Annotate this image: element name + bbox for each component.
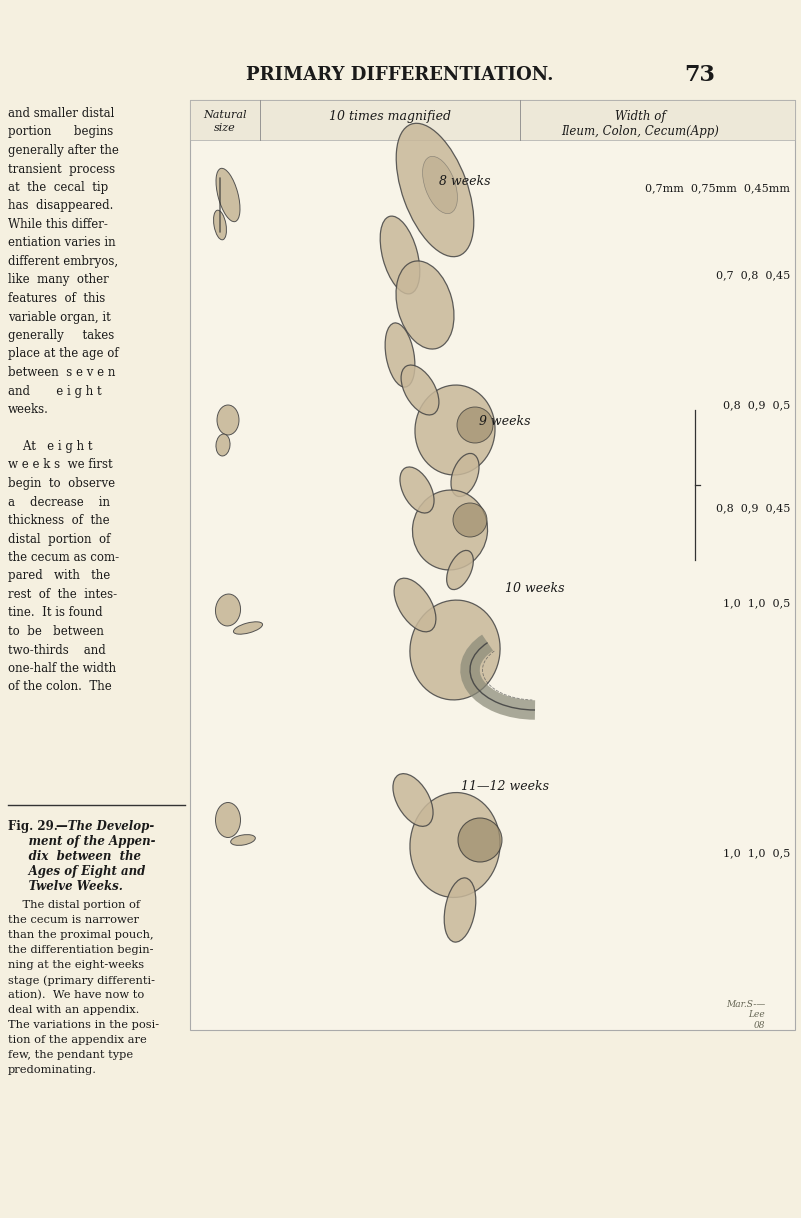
Text: transient  process: transient process — [8, 162, 115, 175]
Text: At   e i g h t: At e i g h t — [8, 440, 92, 453]
Text: like  many  other: like many other — [8, 274, 109, 286]
Text: 0,8  0,9  0,5: 0,8 0,9 0,5 — [723, 400, 790, 410]
Text: generally     takes: generally takes — [8, 329, 115, 342]
Ellipse shape — [393, 773, 433, 826]
Text: Width of
Ileum, Colon, Cecum(App): Width of Ileum, Colon, Cecum(App) — [561, 110, 719, 138]
Ellipse shape — [396, 261, 454, 350]
Text: variable organ, it: variable organ, it — [8, 311, 111, 324]
Text: begin  to  observe: begin to observe — [8, 477, 115, 490]
Text: thickness  of  the: thickness of the — [8, 514, 110, 527]
Ellipse shape — [401, 365, 439, 415]
Ellipse shape — [380, 216, 420, 294]
Text: 8 weeks: 8 weeks — [439, 175, 491, 188]
Ellipse shape — [445, 878, 476, 942]
Ellipse shape — [415, 385, 495, 475]
Text: 0,7  0,8  0,45: 0,7 0,8 0,45 — [716, 270, 790, 280]
Text: few, the pendant type: few, the pendant type — [8, 1050, 133, 1060]
Ellipse shape — [215, 594, 240, 626]
Text: a    decrease    in: a decrease in — [8, 496, 110, 508]
Text: PRIMARY DIFFERENTIATION.: PRIMARY DIFFERENTIATION. — [246, 66, 553, 84]
Text: —The Develop-: —The Develop- — [56, 820, 155, 833]
Text: Fig. 29.: Fig. 29. — [8, 820, 58, 833]
Ellipse shape — [451, 453, 479, 497]
Text: portion      begins: portion begins — [8, 125, 113, 139]
Text: Natural
size: Natural size — [203, 110, 247, 133]
Ellipse shape — [447, 551, 473, 590]
FancyBboxPatch shape — [190, 100, 795, 140]
Circle shape — [457, 407, 493, 443]
Text: to  be   between: to be between — [8, 625, 104, 638]
Text: ment of the Appen-: ment of the Appen- — [8, 836, 155, 848]
Text: Ages of Eight and: Ages of Eight and — [8, 865, 145, 878]
Ellipse shape — [214, 211, 227, 240]
Text: than the proximal pouch,: than the proximal pouch, — [8, 931, 154, 940]
Ellipse shape — [216, 434, 230, 456]
Ellipse shape — [216, 168, 240, 222]
Text: 10 weeks: 10 weeks — [505, 582, 565, 596]
Text: of the colon.  The: of the colon. The — [8, 681, 112, 693]
Text: different embryos,: different embryos, — [8, 255, 118, 268]
Ellipse shape — [394, 579, 436, 632]
Text: 9 weeks: 9 weeks — [479, 415, 531, 428]
Ellipse shape — [385, 323, 415, 387]
Text: two-thirds    and: two-thirds and — [8, 643, 106, 657]
Ellipse shape — [215, 803, 240, 838]
Text: 10 times magnified: 10 times magnified — [329, 110, 451, 123]
Ellipse shape — [410, 793, 500, 898]
Ellipse shape — [400, 466, 434, 513]
Text: ation).  We have now to: ation). We have now to — [8, 990, 144, 1000]
Text: 1,0  1,0  0,5: 1,0 1,0 0,5 — [723, 598, 790, 608]
Text: 1,0  1,0  0,5: 1,0 1,0 0,5 — [723, 848, 790, 857]
Text: at  the  cecal  tip: at the cecal tip — [8, 181, 108, 194]
Text: deal with an appendix.: deal with an appendix. — [8, 1005, 139, 1015]
Text: and smaller distal: and smaller distal — [8, 107, 115, 121]
Text: distal  portion  of: distal portion of — [8, 532, 111, 546]
Text: and       e i g h t: and e i g h t — [8, 385, 102, 397]
Circle shape — [458, 818, 502, 862]
Text: features  of  this: features of this — [8, 292, 105, 304]
Text: rest  of  the  intes-: rest of the intes- — [8, 588, 117, 600]
Ellipse shape — [423, 156, 457, 213]
Text: the cecum as com-: the cecum as com- — [8, 551, 119, 564]
Text: between  s e v e n: between s e v e n — [8, 365, 115, 379]
Text: ning at the eight-weeks: ning at the eight-weeks — [8, 960, 144, 970]
Text: tine.  It is found: tine. It is found — [8, 607, 103, 620]
Text: The variations in the posi-: The variations in the posi- — [8, 1019, 159, 1030]
Ellipse shape — [413, 490, 488, 570]
Text: 0,8  0,9  0,45: 0,8 0,9 0,45 — [715, 503, 790, 513]
Text: the differentiation begin-: the differentiation begin- — [8, 945, 154, 955]
Text: Mar.S-—
Lee
08: Mar.S-— Lee 08 — [726, 1000, 765, 1029]
Text: w e e k s  we first: w e e k s we first — [8, 458, 113, 471]
FancyBboxPatch shape — [190, 100, 795, 1030]
Text: 11—12 weeks: 11—12 weeks — [461, 780, 549, 793]
Ellipse shape — [217, 406, 239, 435]
Text: dix  between  the: dix between the — [8, 850, 141, 864]
Circle shape — [453, 503, 487, 537]
Text: tion of the appendix are: tion of the appendix are — [8, 1035, 147, 1045]
Text: generally after the: generally after the — [8, 144, 119, 157]
Text: While this differ-: While this differ- — [8, 218, 108, 231]
Text: the cecum is narrower: the cecum is narrower — [8, 915, 139, 924]
Text: entiation varies in: entiation varies in — [8, 236, 115, 250]
Text: pared   with   the: pared with the — [8, 570, 111, 582]
Text: stage (primary differenti-: stage (primary differenti- — [8, 974, 155, 985]
Text: place at the age of: place at the age of — [8, 347, 119, 361]
Ellipse shape — [231, 834, 256, 845]
Text: Twelve Weeks.: Twelve Weeks. — [8, 879, 123, 893]
Ellipse shape — [233, 622, 263, 635]
Text: 0,7mm  0,75mm  0,45mm: 0,7mm 0,75mm 0,45mm — [645, 183, 790, 192]
Text: has  disappeared.: has disappeared. — [8, 200, 114, 212]
Text: predominating.: predominating. — [8, 1065, 97, 1075]
Ellipse shape — [396, 123, 474, 257]
Text: 73: 73 — [685, 65, 715, 86]
Text: one-half the width: one-half the width — [8, 663, 116, 675]
Ellipse shape — [410, 600, 500, 700]
Text: The distal portion of: The distal portion of — [8, 900, 140, 910]
Text: weeks.: weeks. — [8, 403, 49, 417]
